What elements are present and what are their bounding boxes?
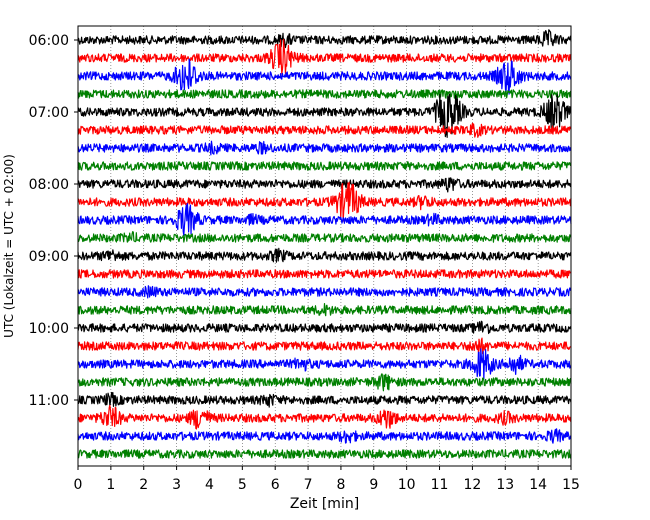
y-tick-label: 09:00: [29, 249, 69, 265]
y-axis-title: UTC (Lokalzeit = UTC + 02:00): [2, 154, 16, 338]
y-tick-label: 07:00: [29, 105, 69, 121]
x-axis: 0 1 2 3 4 5 6 7 8 9 10 11 12 13 14 15: [74, 466, 580, 493]
trace-0830: [77, 202, 572, 236]
x-tick-label: 15: [562, 477, 580, 493]
trace-1015: [77, 337, 572, 355]
trace-0915: [77, 269, 572, 279]
plot-frame: [77, 25, 572, 467]
trace-1115: [77, 404, 572, 430]
trace-0615: [77, 39, 572, 75]
trace-1100: [77, 391, 572, 408]
y-tick-label: 06:00: [29, 33, 69, 49]
x-tick-label: 6: [271, 477, 280, 493]
x-tick-label: 0: [74, 477, 83, 493]
x-tick-label: 3: [172, 477, 181, 493]
trace-1045: [77, 373, 572, 392]
x-tick-label: 14: [529, 477, 547, 493]
x-tick-label: 1: [106, 477, 115, 493]
x-tick-label: 7: [304, 477, 313, 493]
trace-0730: [77, 140, 572, 156]
trace-1000: [77, 320, 572, 335]
trace-0930: [77, 285, 572, 299]
y-tick-label: 10:00: [29, 321, 69, 337]
x-axis-title: Zeit [min]: [290, 496, 359, 512]
trace-0715: [77, 122, 572, 138]
trace-0800: [77, 177, 572, 193]
trace-0745: [77, 161, 572, 171]
x-tick-label: 10: [398, 477, 416, 493]
y-tick-label: 08:00: [29, 177, 69, 193]
y-tick-label: 11:00: [29, 393, 69, 409]
trace-0645: [77, 89, 572, 99]
trace-0900: [77, 247, 572, 263]
trace-1145: [77, 449, 572, 459]
x-tick-label: 11: [431, 477, 449, 493]
trace-0630: [77, 58, 572, 95]
trace-0945: [77, 302, 572, 317]
x-tick-label: 13: [496, 477, 514, 493]
x-tick-label: 8: [336, 477, 345, 493]
grid-lines: [110, 26, 539, 466]
y-axis: 06:00 07:00 08:00 09:00 10:00 11:00: [29, 33, 78, 409]
x-tick-label: 4: [205, 477, 214, 493]
x-tick-label: 2: [139, 477, 148, 493]
trace-1130: [77, 428, 572, 444]
trace-0700: [77, 93, 572, 138]
x-tick-label: 9: [369, 477, 378, 493]
trace-0815: [77, 181, 572, 222]
trace-0845: [77, 231, 572, 243]
trace-1030: [77, 348, 572, 380]
x-tick-label: 5: [238, 477, 247, 493]
trace-series: [77, 29, 572, 459]
x-tick-label: 12: [463, 477, 481, 493]
trace-0600: [77, 29, 572, 49]
